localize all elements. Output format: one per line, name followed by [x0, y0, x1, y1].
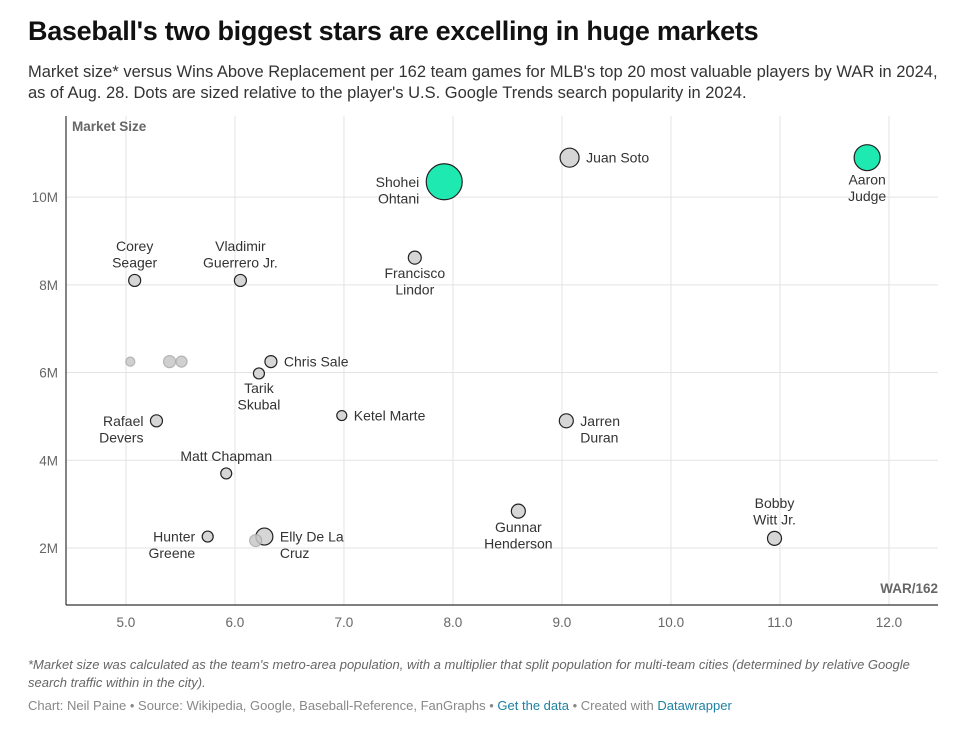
y-tick-label: 2M: [39, 541, 58, 556]
label-elly-de-la-cruz: Elly De La: [280, 529, 344, 545]
label-ketel-marte: Ketel Marte: [354, 408, 426, 424]
label-aaron-judge: Judge: [848, 188, 886, 204]
get-the-data-link[interactable]: Get the data: [497, 698, 569, 713]
label-rafael-devers: Devers: [99, 429, 143, 445]
label-vladimir-guerrero-jr: Vladimir: [215, 238, 266, 254]
credits-text: Chart: Neil Paine • Source: Wikipedia, G…: [28, 698, 494, 713]
dot-unlabeled: [249, 533, 263, 548]
label-tarik-skubal: Tarik: [244, 380, 275, 396]
label-hunter-greene: Hunter: [153, 529, 195, 545]
dot-hunter-greene: [201, 530, 214, 543]
dot-tarik-skubal: [252, 367, 266, 380]
label-gunnar-henderson: Henderson: [484, 536, 553, 552]
y-axis-title: Market Size: [72, 119, 147, 134]
x-tick-label: 5.0: [117, 615, 136, 630]
label-rafael-devers: Rafael: [103, 413, 143, 429]
label-jarren-duran: Jarren: [580, 413, 620, 429]
dot-gunnar-henderson: [510, 503, 526, 519]
chart-credits: Chart: Neil Paine • Source: Wikipedia, G…: [28, 698, 732, 713]
label-juan-soto: Juan Soto: [586, 150, 649, 166]
x-axis-title: WAR/162: [880, 581, 938, 596]
dot-ketel-marte: [336, 409, 348, 422]
x-tick-label: 6.0: [226, 615, 245, 630]
dot-bobby-witt-jr: [766, 530, 783, 546]
dot-jarren-duran: [558, 413, 574, 429]
label-elly-de-la-cruz: Cruz: [280, 545, 310, 561]
dot-francisco-lindor: [407, 250, 422, 265]
dot-vladimir-guerrero-jr: [233, 273, 247, 288]
label-corey-seager: Seager: [112, 254, 157, 270]
label-gunnar-henderson: Gunnar: [495, 519, 542, 535]
label-hunter-greene: Greene: [148, 545, 195, 561]
dot-corey-seager: [128, 273, 142, 288]
label-shohei-ohtani: Shohei: [376, 174, 420, 190]
dot-chris-sale: [264, 354, 278, 369]
label-bobby-witt-jr: Bobby: [755, 495, 795, 511]
credits-separator: • Created with: [572, 698, 654, 713]
dot-shohei-ohtani: [425, 163, 463, 201]
label-francisco-lindor: Lindor: [395, 282, 434, 298]
x-tick-label: 7.0: [335, 615, 354, 630]
x-tick-label: 8.0: [444, 615, 463, 630]
label-jarren-duran: Duran: [580, 429, 618, 445]
chart-subtitle: Market size* versus Wins Above Replaceme…: [28, 63, 938, 102]
label-aaron-judge: Aaron: [848, 172, 885, 188]
x-tick-label: 12.0: [876, 615, 902, 630]
dot-aaron-judge: [853, 144, 881, 172]
label-vladimir-guerrero-jr: Guerrero Jr.: [203, 254, 278, 270]
dot-unlabeled: [125, 356, 136, 367]
datawrapper-link[interactable]: Datawrapper: [657, 698, 732, 713]
y-tick-label: 10M: [32, 190, 58, 205]
x-tick-label: 10.0: [658, 615, 684, 630]
dot-unlabeled: [162, 354, 177, 369]
dot-juan-soto: [559, 147, 580, 168]
dot-unlabeled: [175, 355, 188, 368]
label-matt-chapman: Matt Chapman: [180, 448, 272, 464]
dot-matt-chapman: [220, 467, 233, 480]
y-tick-label: 4M: [39, 453, 58, 468]
chart-title: Baseball's two biggest stars are excelli…: [28, 16, 759, 46]
label-francisco-lindor: Francisco: [384, 265, 445, 281]
x-tick-label: 11.0: [767, 615, 792, 630]
x-tick-label: 9.0: [553, 615, 572, 630]
label-chris-sale: Chris Sale: [284, 354, 349, 370]
scatter-chart: 5.0 6.0 7.0 8.0 9.0 10.0 11.0 12.0 2M 4M 6M 8M 10M Ma…: [32, 116, 938, 630]
y-tick-label: 6M: [39, 366, 58, 381]
chart-footnote: *Market size was calculated as the team'…: [28, 657, 910, 690]
dot-rafael-devers: [149, 414, 164, 428]
label-tarik-skubal: Skubal: [238, 396, 281, 412]
label-bobby-witt-jr: Witt Jr.: [753, 511, 796, 527]
label-corey-seager: Corey: [116, 238, 153, 254]
label-shohei-ohtani: Ohtani: [378, 190, 419, 206]
y-tick-label: 8M: [39, 278, 58, 293]
